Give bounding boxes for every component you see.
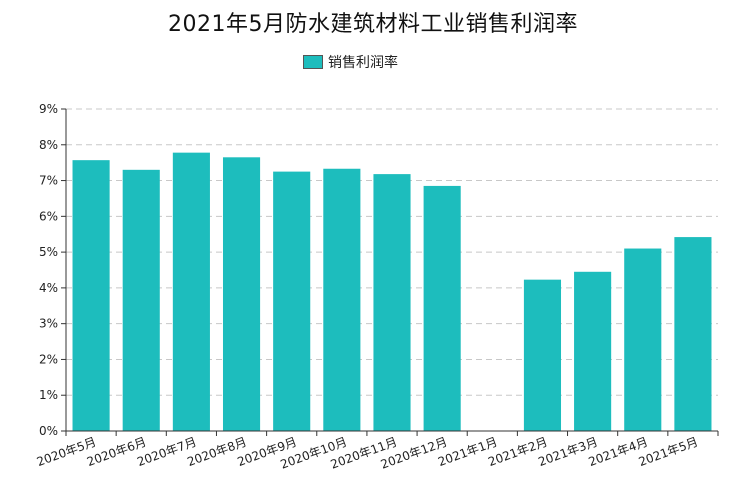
- y-axis-ticks: 0% 1% 2% 3% 4% 5% 6% 7% 8% 9%: [39, 102, 66, 438]
- bar: [674, 237, 712, 431]
- bar: [122, 169, 160, 432]
- y-tick-label: 2%: [39, 352, 58, 366]
- x-axis-ticks: 2020年5月2020年6月2020年7月2020年8月2020年9月2020年…: [35, 431, 719, 472]
- bar: [574, 271, 612, 431]
- chart-title: 2021年5月防水建筑材料工业销售利润率: [168, 12, 578, 37]
- bar: [72, 160, 110, 431]
- y-tick-label: 6%: [39, 209, 58, 223]
- y-tick-label: 3%: [39, 317, 58, 331]
- bar: [222, 157, 261, 432]
- y-tick-label: 1%: [39, 388, 58, 402]
- y-tick-label: 5%: [39, 245, 58, 259]
- axes: [65, 109, 718, 432]
- bars: [72, 152, 712, 432]
- bar: [523, 279, 562, 431]
- bar: [423, 185, 461, 431]
- y-tick-label: 4%: [39, 281, 58, 295]
- bar: [373, 174, 411, 432]
- y-tick-label: 8%: [39, 138, 58, 152]
- legend-swatch: [303, 55, 323, 69]
- legend-label: 销售利润率: [328, 55, 398, 71]
- bar: [624, 248, 662, 431]
- bar: [172, 152, 210, 431]
- legend[interactable]: 销售利润率: [303, 52, 398, 72]
- y-tick-label: 7%: [39, 174, 58, 188]
- y-tick-label: 9%: [39, 102, 58, 116]
- bar: [273, 171, 311, 431]
- bar: [323, 168, 361, 431]
- y-tick-label: 0%: [39, 424, 58, 438]
